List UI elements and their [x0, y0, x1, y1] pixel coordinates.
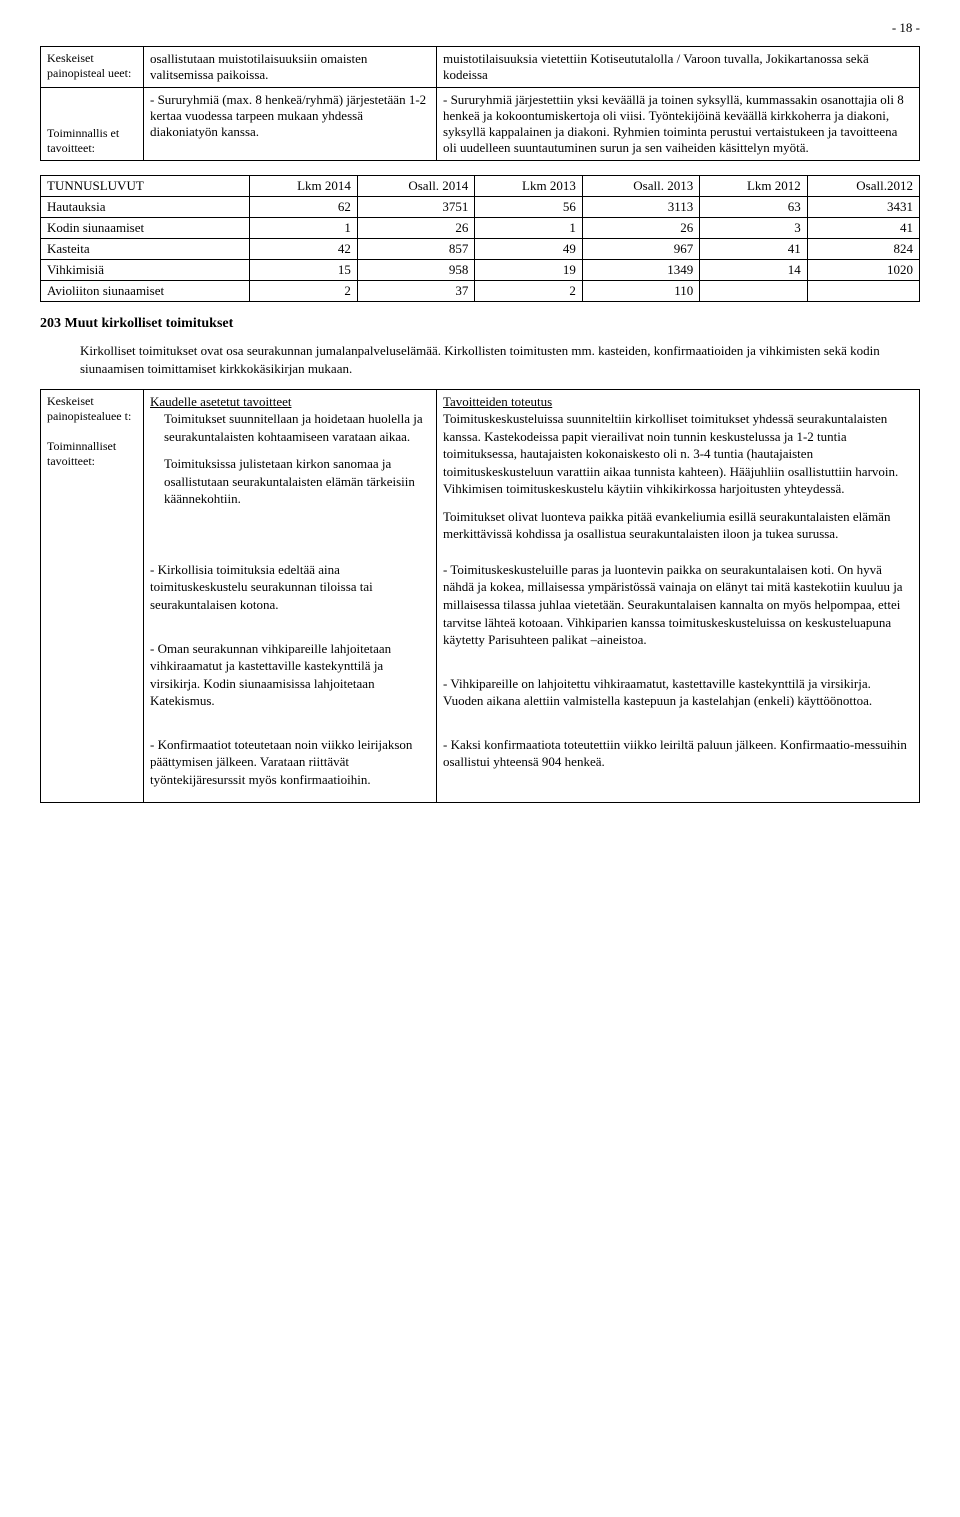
cell: 824: [807, 239, 919, 260]
cell: 41: [700, 239, 808, 260]
tunnusluvut-table: TUNNUSLUVUT Lkm 2014 Osall. 2014 Lkm 201…: [40, 175, 920, 302]
top-row1-right: muistotilaisuuksia vietettiin Kotiseutut…: [437, 47, 920, 88]
main-r3-right: - Vihkipareille on lahjoitettu vihkiraam…: [443, 675, 913, 710]
cell: 958: [357, 260, 474, 281]
cell: 15: [250, 260, 358, 281]
cell: 26: [582, 218, 699, 239]
cell: 56: [475, 197, 583, 218]
table-header-row: TUNNUSLUVUT Lkm 2014 Osall. 2014 Lkm 201…: [41, 176, 920, 197]
cell: [807, 281, 919, 302]
th: Osall. 2013: [582, 176, 699, 197]
cell: 3: [700, 218, 808, 239]
main-r4-left: - Konfirmaatiot toteutetaan noin viikko …: [150, 736, 430, 789]
cell: 63: [700, 197, 808, 218]
top-row1-label: Keskeiset painopisteal ueet:: [41, 47, 144, 88]
main-r1-left-p1: Toimitukset suunnitellaan ja hoidetaan h…: [164, 410, 430, 445]
section-title: 203 Muut kirkolliset toimitukset: [40, 316, 920, 332]
cell: Kodin siunaamiset: [41, 218, 250, 239]
cell: Avioliiton siunaamiset: [41, 281, 250, 302]
top-row2-right: - Sururyhmiä järjestettiin yksi keväällä…: [437, 88, 920, 161]
section-intro: Kirkolliset toimitukset ovat osa seuraku…: [80, 342, 920, 377]
cell: 42: [250, 239, 358, 260]
table-row: Hautauksia 62 3751 56 3113 63 3431: [41, 197, 920, 218]
main-header-left: Kaudelle asetetut tavoitteet Toimitukset…: [144, 390, 437, 557]
main-label-cell: Keskeiset painopistealuee t: Toiminnalli…: [41, 390, 144, 803]
main-r234-right: - Toimituskeskusteluille paras ja luonte…: [437, 557, 920, 803]
cell: 14: [700, 260, 808, 281]
cell: 1: [250, 218, 358, 239]
th: Osall. 2014: [357, 176, 474, 197]
cell: 1349: [582, 260, 699, 281]
main-table: Keskeiset painopistealuee t: Toiminnalli…: [40, 389, 920, 803]
top-row1-left: osallistutaan muistotilaisuuksiin omaist…: [144, 47, 437, 88]
cell: 3113: [582, 197, 699, 218]
th: Lkm 2013: [475, 176, 583, 197]
th: Osall.2012: [807, 176, 919, 197]
cell: 37: [357, 281, 474, 302]
cell: 3431: [807, 197, 919, 218]
main-label1: Keskeiset painopistealuee t:: [47, 394, 131, 423]
th: Lkm 2012: [700, 176, 808, 197]
main-r1-right-p1: Toimituskeskusteluissa suunniteltiin kir…: [443, 410, 913, 498]
table-row: Kodin siunaamiset 1 26 1 26 3 41: [41, 218, 920, 239]
th: Lkm 2014: [250, 176, 358, 197]
cell: [700, 281, 808, 302]
cell: Hautauksia: [41, 197, 250, 218]
top-table: Keskeiset painopisteal ueet: osallistuta…: [40, 46, 920, 161]
main-r234-left: - Kirkollisia toimituksia edeltää aina t…: [144, 557, 437, 803]
cell: 3751: [357, 197, 474, 218]
main-r3-left: - Oman seurakunnan vihkipareille lahjoit…: [150, 640, 430, 710]
page-number: - 18 -: [40, 20, 920, 36]
table-row: Kasteita 42 857 49 967 41 824: [41, 239, 920, 260]
main-r1-left-p2: Toimituksissa julistetaan kirkon sanomaa…: [164, 455, 430, 508]
cell: 967: [582, 239, 699, 260]
cell: 26: [357, 218, 474, 239]
main-r2-left: - Kirkollisia toimituksia edeltää aina t…: [150, 561, 430, 614]
cell: 41: [807, 218, 919, 239]
main-r4-right: - Kaksi konfirmaatiota toteutettiin viik…: [443, 736, 913, 771]
main-label2: Toiminnalliset tavoitteet:: [47, 439, 116, 468]
cell: Kasteita: [41, 239, 250, 260]
cell: 110: [582, 281, 699, 302]
table-row: Avioliiton siunaamiset 2 37 2 110: [41, 281, 920, 302]
cell: 2: [475, 281, 583, 302]
main-r1-right-p2: Toimitukset olivat luonteva paikka pitää…: [443, 508, 913, 543]
table-row: Vihkimisiä 15 958 19 1349 14 1020: [41, 260, 920, 281]
main-r2-right: - Toimituskeskusteluille paras ja luonte…: [443, 561, 913, 649]
cell: 2: [250, 281, 358, 302]
cell: 1020: [807, 260, 919, 281]
top-row2-label: Toiminnallis et tavoitteet:: [41, 88, 144, 161]
cell: 1: [475, 218, 583, 239]
top-row2-left: - Sururyhmiä (max. 8 henkeä/ryhmä) järje…: [144, 88, 437, 161]
main-header-right-text: Tavoitteiden toteutus: [443, 394, 552, 409]
th: TUNNUSLUVUT: [41, 176, 250, 197]
cell: 19: [475, 260, 583, 281]
cell: 49: [475, 239, 583, 260]
main-header-left-text: Kaudelle asetetut tavoitteet: [150, 394, 292, 409]
cell: Vihkimisiä: [41, 260, 250, 281]
cell: 62: [250, 197, 358, 218]
main-header-right: Tavoitteiden toteutus Toimituskeskustelu…: [437, 390, 920, 557]
cell: 857: [357, 239, 474, 260]
